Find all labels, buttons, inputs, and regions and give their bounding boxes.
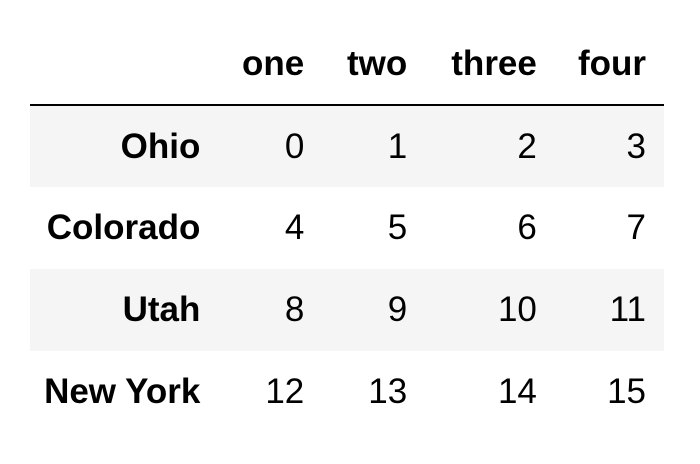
column-header-four: four — [554, 24, 664, 106]
row-label-ohio: Ohio — [120, 126, 201, 166]
table-cell: 0 — [284, 126, 305, 166]
table-cell: 15 — [607, 372, 646, 411]
index-header-cell — [30, 24, 219, 106]
table-cell: 13 — [368, 372, 408, 411]
column-header-two: two — [322, 24, 426, 106]
column-header-one: one — [218, 24, 323, 106]
table-cell: 5 — [387, 208, 408, 247]
table-cell: 9 — [387, 290, 408, 329]
table-cell: 3 — [626, 126, 646, 166]
table-cell: 14 — [497, 372, 537, 411]
table-cell: 2 — [517, 126, 537, 166]
table-cell: 11 — [609, 290, 646, 329]
row-label-colorado: Colorado — [46, 208, 201, 247]
table-cell: 4 — [284, 208, 305, 247]
table-cell: 1 — [387, 126, 408, 166]
table-row: Colorado 4 5 6 7 — [30, 187, 664, 269]
table-body: Ohio 0 1 2 3 Colorado 4 5 6 7 Utah 8 9 1… — [30, 105, 664, 433]
row-label-utah: Utah — [122, 290, 201, 329]
table-row: Ohio 0 1 2 3 — [30, 105, 664, 187]
row-label-new-york: New York — [44, 372, 201, 411]
table-header: one two three four — [30, 24, 664, 106]
table-cell: 10 — [497, 290, 537, 329]
header-row: one two three four — [30, 24, 664, 106]
table-row: New York 12 13 14 15 — [30, 351, 664, 433]
table-cell: 6 — [517, 208, 537, 247]
table-cell: 12 — [265, 372, 305, 411]
table-cell: 8 — [284, 290, 305, 329]
table-row: Utah 8 9 10 11 — [30, 269, 664, 351]
table-cell: 7 — [626, 208, 646, 247]
dataframe-table: one two three four Ohio 0 1 2 3 Colorado… — [30, 24, 664, 433]
column-header-three: three — [425, 24, 555, 106]
